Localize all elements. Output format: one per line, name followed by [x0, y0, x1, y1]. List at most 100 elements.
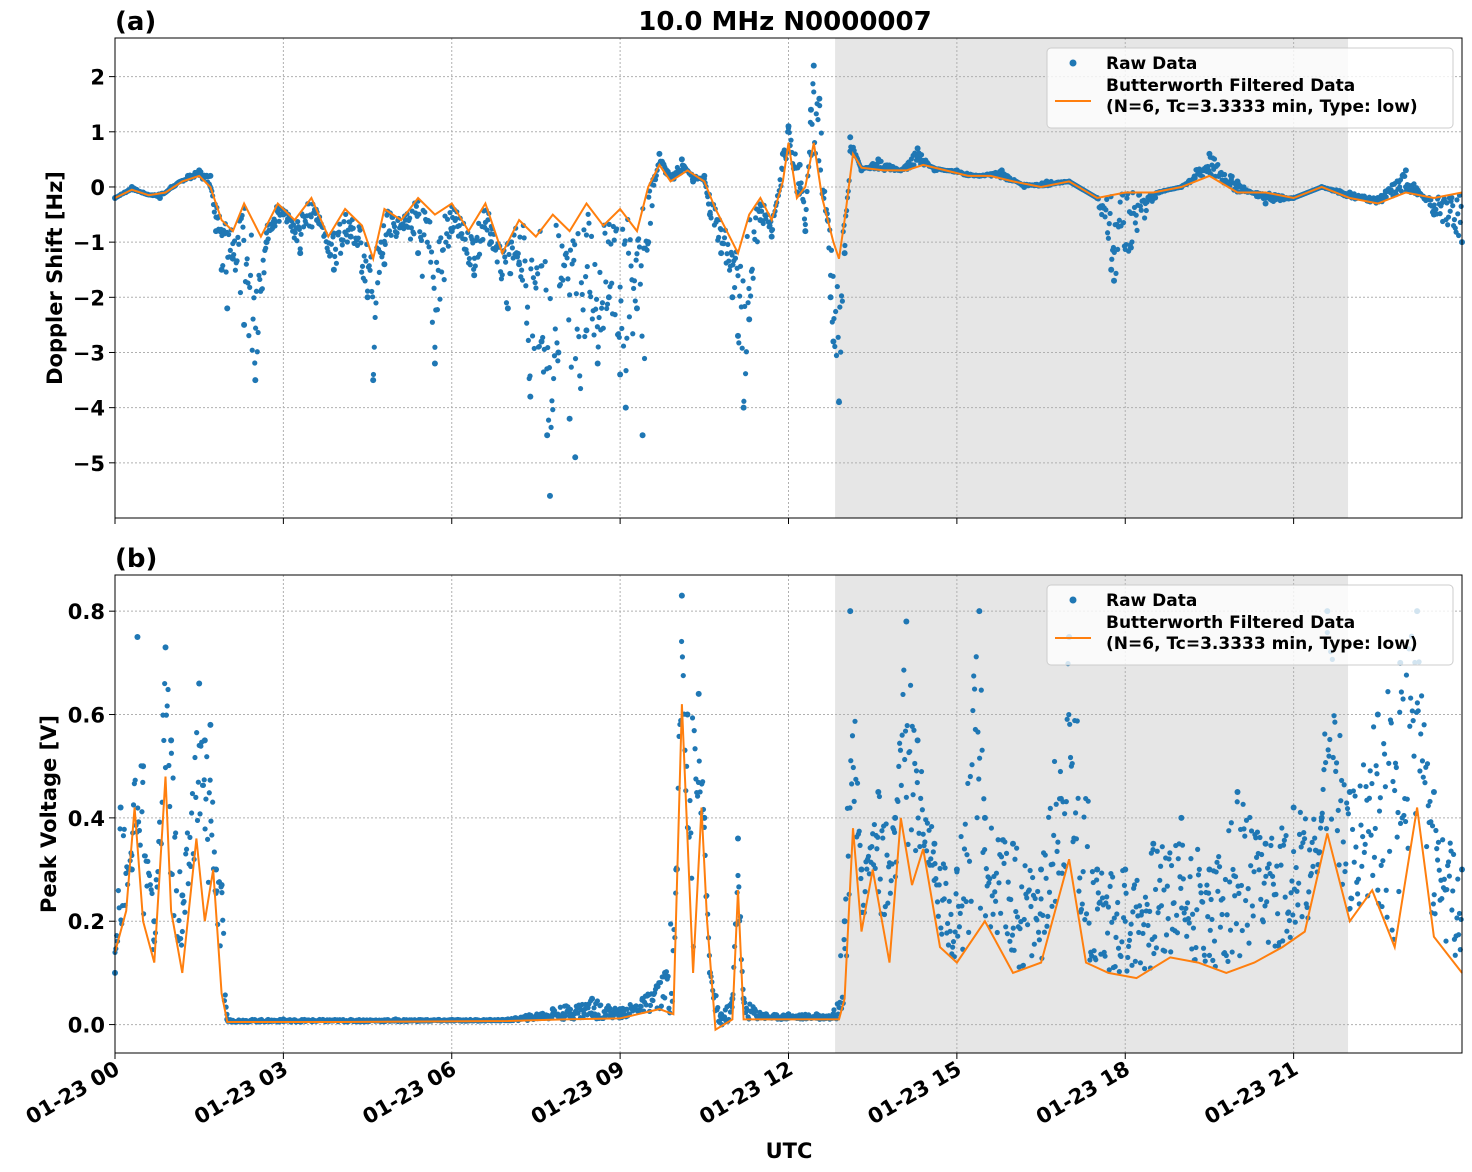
raw-data-point: [562, 1013, 569, 1019]
raw-data-point: [253, 288, 260, 294]
raw-data-point: [1075, 795, 1081, 801]
raw-data-point: [1111, 249, 1117, 255]
raw-data-point: [811, 89, 817, 95]
raw-data-point: [476, 251, 483, 257]
raw-data-point: [879, 828, 885, 834]
raw-data-point: [371, 344, 377, 350]
raw-data-point: [1380, 858, 1386, 864]
raw-data-point: [117, 804, 124, 811]
raw-data-point: [453, 216, 459, 222]
raw-data-point: [1447, 840, 1453, 846]
raw-data-point: [339, 242, 345, 248]
raw-data-point: [557, 282, 563, 288]
raw-data-point: [1109, 919, 1115, 925]
raw-data-point: [899, 732, 905, 738]
raw-data-point: [647, 220, 654, 226]
raw-data-point: [222, 992, 228, 998]
raw-data-point: [1248, 828, 1255, 834]
raw-data-point: [1155, 910, 1161, 916]
raw-data-point: [726, 267, 733, 273]
raw-data-point: [476, 220, 482, 226]
raw-data-point: [1238, 882, 1245, 889]
raw-data-point: [527, 393, 534, 400]
raw-data-point: [1381, 741, 1387, 747]
raw-data-point: [1372, 825, 1378, 832]
raw-data-point: [134, 634, 141, 641]
raw-data-point: [328, 241, 334, 247]
raw-data-point: [1066, 712, 1072, 718]
raw-data-point: [560, 277, 566, 283]
raw-data-point: [1278, 862, 1284, 868]
raw-data-point: [875, 789, 882, 796]
raw-data-point: [1415, 708, 1421, 714]
raw-data-point: [965, 780, 971, 787]
raw-data-point: [332, 246, 339, 252]
raw-data-point: [1154, 848, 1160, 854]
raw-data-point: [603, 279, 609, 285]
raw-data-point: [1229, 173, 1235, 179]
raw-data-point: [1026, 887, 1032, 893]
raw-data-point: [1343, 861, 1349, 867]
raw-data-point: [1390, 778, 1396, 785]
raw-data-point: [1245, 886, 1251, 892]
raw-data-point: [298, 231, 304, 237]
raw-data-point: [1388, 720, 1394, 726]
raw-data-point: [205, 879, 212, 885]
raw-data-point: [559, 243, 565, 249]
raw-data-point: [891, 829, 898, 835]
raw-data-point: [1175, 856, 1181, 862]
raw-data-point: [1396, 888, 1402, 895]
raw-data-point: [522, 258, 528, 264]
raw-data-point: [1134, 877, 1140, 883]
raw-data-point: [161, 737, 167, 744]
raw-data-point: [1262, 200, 1269, 207]
raw-data-point: [1250, 913, 1256, 919]
raw-data-point: [509, 245, 515, 251]
raw-data-point: [1184, 933, 1190, 939]
raw-data-point: [1455, 876, 1461, 882]
raw-data-point: [1211, 938, 1218, 944]
raw-data-point: [359, 269, 365, 275]
raw-data-point: [1223, 952, 1229, 959]
raw-data-point: [1193, 944, 1199, 951]
raw-data-point: [973, 654, 979, 660]
raw-data-point: [1012, 856, 1018, 862]
raw-data-point: [249, 347, 255, 353]
raw-data-point: [1110, 244, 1117, 251]
raw-data-point: [1374, 711, 1381, 718]
raw-data-point: [1333, 760, 1340, 766]
raw-data-point: [166, 762, 172, 769]
raw-data-point: [1452, 952, 1458, 958]
panel-label: (a): [115, 7, 156, 37]
raw-data-point: [168, 750, 175, 756]
raw-data-point: [1038, 866, 1045, 873]
raw-data-point: [1373, 763, 1379, 769]
raw-data-point: [157, 819, 163, 825]
raw-data-point: [1320, 786, 1326, 793]
raw-data-point: [721, 235, 728, 241]
raw-data-point: [1302, 816, 1309, 822]
raw-data-point: [1342, 868, 1348, 875]
raw-data-point: [872, 865, 878, 871]
raw-data-point: [1107, 210, 1113, 217]
raw-data-point: [515, 250, 521, 257]
raw-data-point: [227, 247, 233, 253]
raw-data-point: [421, 232, 427, 238]
raw-data-point: [218, 884, 224, 890]
raw-data-point: [833, 308, 839, 315]
raw-data-point: [990, 911, 996, 917]
raw-data-point: [663, 969, 670, 975]
raw-data-point: [1298, 844, 1304, 850]
raw-data-point: [913, 847, 919, 854]
x-tick-label: 01-23 15: [864, 1057, 966, 1130]
raw-data-point: [1433, 206, 1439, 212]
raw-data-point: [1376, 808, 1383, 814]
raw-data-point: [1059, 870, 1065, 876]
raw-data-point: [849, 733, 856, 739]
raw-data-point: [740, 278, 746, 284]
raw-data-point: [504, 305, 511, 312]
raw-data-point: [718, 250, 725, 257]
raw-data-point: [1350, 788, 1356, 794]
raw-data-point: [1379, 903, 1385, 910]
raw-data-point: [563, 250, 569, 256]
